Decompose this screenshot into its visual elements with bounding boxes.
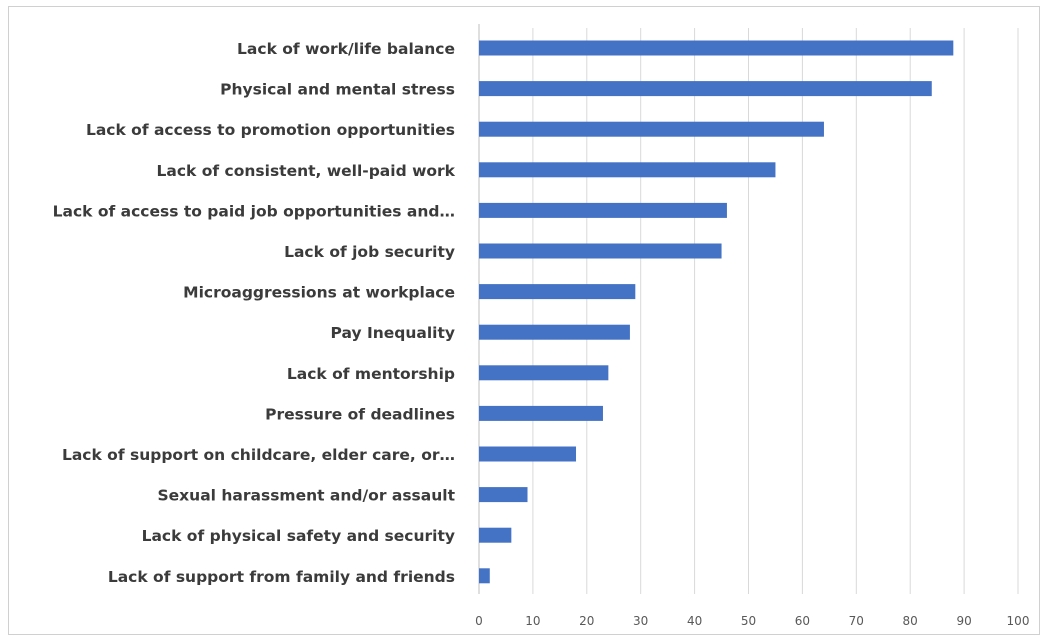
category-label: Lack of access to promotion opportunitie… (86, 121, 455, 139)
bar (479, 81, 932, 97)
x-tick-label: 100 (1007, 614, 1030, 628)
category-label: Microaggressions at workplace (183, 284, 455, 302)
x-tick-label: 80 (903, 614, 918, 628)
category-label: Lack of physical safety and security (142, 527, 455, 545)
category-label: Physical and mental stress (220, 81, 455, 99)
bar (479, 202, 727, 218)
category-label: Lack of access to paid job opportunities… (53, 202, 455, 220)
bar (479, 527, 512, 543)
x-tick-label: 0 (475, 614, 483, 628)
x-tick-label: 20 (579, 614, 594, 628)
category-label: Pay Inequality (331, 324, 455, 342)
x-tick-label: 60 (795, 614, 810, 628)
bar (479, 243, 722, 259)
bar (479, 284, 636, 300)
x-tick-label: 30 (633, 614, 648, 628)
x-tick-label: 70 (849, 614, 864, 628)
bar (479, 121, 824, 137)
category-label: Lack of work/life balance (237, 40, 455, 58)
bar (479, 568, 490, 584)
category-labels: Lack of work/life balance Physical and me… (53, 40, 456, 586)
category-label: Lack of support on childcare, elder care… (62, 446, 455, 464)
x-tick-label: 10 (525, 614, 540, 628)
category-label: Lack of mentorship (287, 365, 455, 383)
bar-series (479, 40, 954, 584)
chart-frame (8, 6, 1040, 635)
bar (479, 365, 609, 381)
category-label: Lack of support from family and friends (108, 568, 455, 586)
x-tick-labels: 0 10 20 30 40 50 60 70 80 90 100 (475, 614, 1029, 628)
x-tick-label: 50 (741, 614, 756, 628)
category-label: Pressure of deadlines (265, 405, 455, 423)
bar (479, 162, 776, 178)
bar (479, 446, 577, 462)
x-tick-label: 90 (956, 614, 971, 628)
category-label: Lack of job security (284, 243, 455, 261)
bar (479, 40, 954, 56)
gridlines (478, 24, 1019, 594)
category-label: Lack of consistent, well-paid work (157, 162, 456, 180)
bar (479, 487, 528, 503)
x-tick-label: 40 (687, 614, 702, 628)
bar (479, 324, 630, 340)
bar (479, 405, 603, 421)
category-label: Sexual harassment and/or assault (158, 487, 456, 505)
